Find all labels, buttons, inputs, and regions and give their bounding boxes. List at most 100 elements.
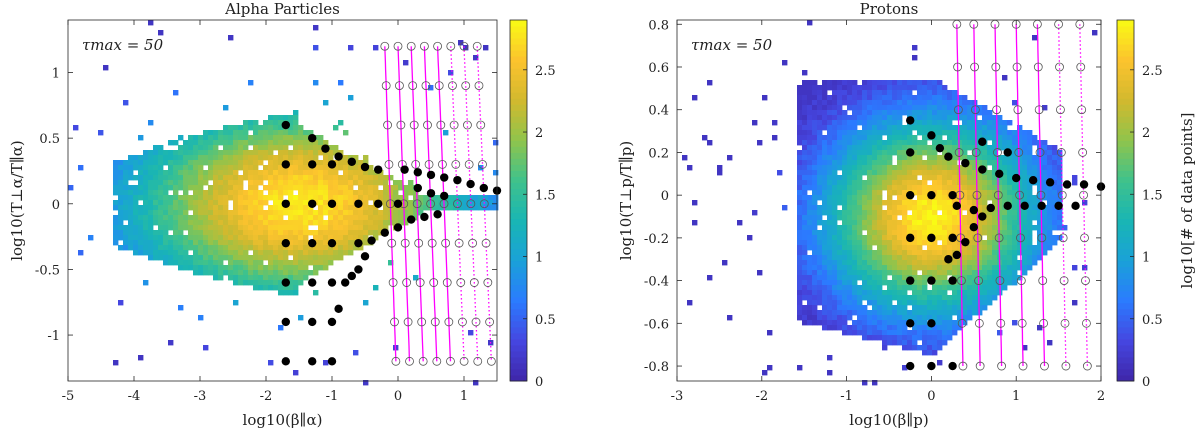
density-cell	[927, 205, 933, 211]
black-point	[347, 157, 356, 166]
colorbar-segment	[510, 92, 527, 99]
density-cell	[897, 240, 903, 246]
density-cell	[138, 190, 144, 196]
density-cell	[273, 160, 279, 166]
density-cell	[932, 105, 938, 111]
density-cell	[203, 260, 209, 266]
density-cell	[303, 205, 309, 211]
density-cell	[922, 270, 928, 276]
density-cell	[218, 135, 224, 141]
density-cell	[478, 195, 484, 201]
density-cell	[408, 200, 414, 206]
density-cell	[308, 260, 314, 266]
density-cell	[802, 225, 808, 231]
density-cell	[333, 175, 339, 181]
density-cell	[373, 235, 379, 241]
density-cell	[248, 180, 254, 186]
density-cell	[867, 260, 873, 266]
density-cell	[907, 95, 913, 101]
y-tick-label: 0.6	[648, 61, 669, 76]
density-cell	[907, 135, 913, 141]
density-cell	[138, 240, 144, 246]
density-cell	[338, 205, 344, 211]
density-cell	[797, 210, 803, 216]
density-cell	[328, 250, 334, 256]
density-cell	[403, 60, 409, 66]
open-circle-marker	[473, 356, 483, 366]
black-point	[978, 212, 987, 221]
density-cell	[278, 180, 284, 186]
density-cell	[348, 250, 354, 256]
density-cell	[822, 95, 828, 101]
density-cell	[233, 225, 239, 231]
density-cell	[1042, 155, 1048, 161]
density-cell	[223, 130, 229, 136]
colorbar-segment	[510, 356, 527, 364]
black-point	[440, 173, 449, 182]
density-cell	[947, 285, 953, 291]
density-cell	[298, 180, 304, 186]
density-cell	[1042, 210, 1048, 216]
density-cell	[952, 285, 958, 291]
density-cell	[842, 290, 848, 296]
density-cell	[967, 190, 973, 196]
density-cell	[488, 205, 494, 211]
density-cell	[862, 190, 868, 196]
density-cell	[872, 325, 878, 331]
density-cell	[1072, 180, 1078, 186]
density-cell	[912, 330, 918, 336]
density-cell	[852, 140, 858, 146]
density-cell	[842, 190, 848, 196]
density-cell	[912, 145, 918, 151]
density-cell	[842, 205, 848, 211]
density-cell	[1032, 195, 1038, 201]
density-cell	[807, 100, 813, 106]
density-cell	[283, 185, 289, 191]
black-point	[944, 255, 953, 264]
density-cell	[238, 175, 244, 181]
density-cell	[1022, 155, 1028, 161]
density-cell	[952, 225, 958, 231]
density-cell	[363, 190, 369, 196]
density-cell	[817, 205, 823, 211]
density-cell	[243, 245, 249, 251]
density-cell	[188, 215, 194, 221]
density-cell	[313, 220, 319, 226]
density-cell	[303, 175, 309, 181]
density-cell	[812, 205, 818, 211]
density-cell	[218, 185, 224, 191]
density-cell	[977, 220, 983, 226]
density-cell	[822, 290, 828, 296]
density-cell	[932, 285, 938, 291]
density-cell	[862, 185, 868, 191]
density-cell	[972, 155, 978, 161]
density-cell	[982, 245, 988, 251]
density-cell	[168, 235, 174, 241]
colorbar-segment	[1117, 110, 1134, 117]
density-cell	[1052, 235, 1058, 241]
density-cell	[203, 160, 209, 166]
density-cell	[293, 150, 299, 156]
density-cell	[178, 135, 184, 141]
density-cell	[273, 185, 279, 191]
density-cell	[807, 215, 813, 221]
black-point	[433, 210, 442, 219]
density-cell	[952, 115, 958, 121]
density-cell	[293, 245, 299, 251]
density-cell	[927, 290, 933, 296]
open-circle-marker	[1014, 148, 1024, 157]
density-cell	[223, 200, 229, 206]
density-cell	[952, 215, 958, 221]
density-cell	[932, 295, 938, 301]
density-cell	[877, 215, 883, 221]
density-cell	[1007, 140, 1013, 146]
density-cell	[817, 320, 823, 326]
density-cell	[937, 105, 943, 111]
density-cell	[837, 260, 843, 266]
density-cell	[178, 150, 184, 156]
colorbar-segment	[1117, 248, 1134, 256]
density-cell	[822, 225, 828, 231]
density-cell	[757, 140, 763, 146]
density-cell	[922, 85, 928, 91]
density-cell	[972, 235, 978, 241]
